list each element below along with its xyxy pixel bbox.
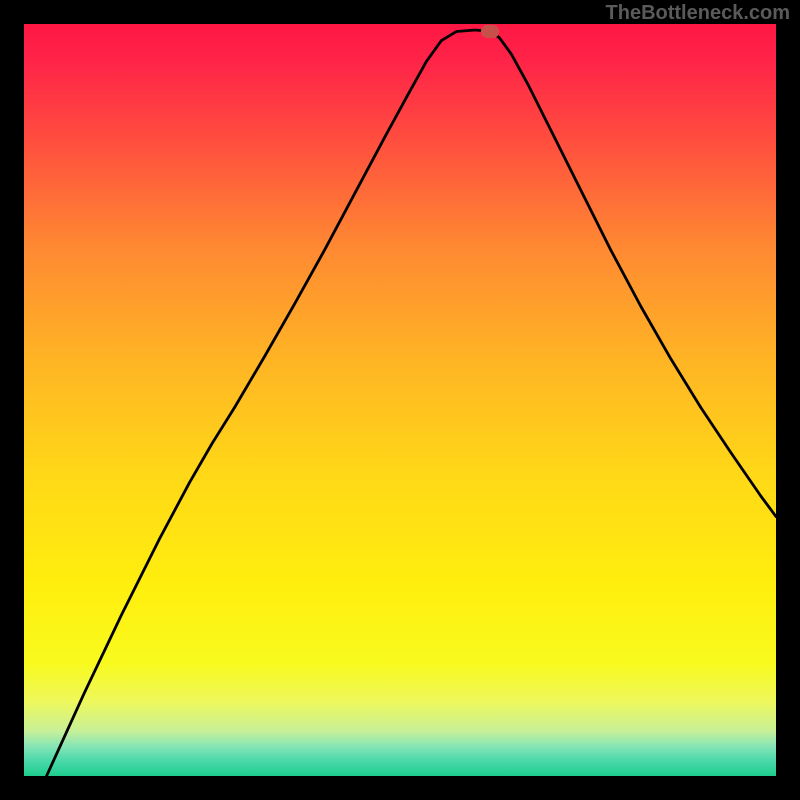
- bottleneck-curve: [24, 24, 776, 776]
- optimal-point-marker: [481, 25, 499, 38]
- chart-container: TheBottleneck.com: [0, 0, 800, 800]
- curve-path: [47, 30, 776, 776]
- plot-area: [24, 24, 776, 776]
- watermark-text: TheBottleneck.com: [606, 2, 790, 25]
